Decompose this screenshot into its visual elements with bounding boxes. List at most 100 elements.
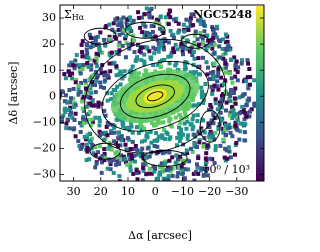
map-pixel — [90, 99, 95, 104]
map-pixel — [186, 167, 191, 172]
y-tick-label: −10 — [33, 115, 56, 128]
map-pixel — [201, 100, 206, 105]
map-pixel — [127, 15, 132, 20]
map-pixel — [211, 36, 215, 41]
map-pixel — [73, 134, 78, 139]
map-pixel — [117, 134, 122, 139]
map-pixel — [125, 162, 130, 167]
map-pixel — [135, 152, 140, 157]
map-pixel — [119, 157, 123, 162]
map-pixel — [166, 22, 171, 27]
map-pixel — [197, 140, 202, 145]
map-pixel — [222, 82, 226, 87]
map-pixel — [226, 145, 231, 150]
map-pixel — [204, 47, 209, 52]
map-pixel — [98, 49, 102, 54]
map-pixel — [149, 24, 154, 29]
map-pixel — [162, 57, 167, 62]
map-pixel — [160, 135, 165, 140]
map-pixel — [91, 44, 96, 48]
map-pixel — [195, 145, 199, 149]
map-pixel — [159, 161, 164, 166]
map-pixel — [174, 61, 179, 66]
map-pixel — [132, 153, 137, 158]
map-pixel — [212, 74, 217, 79]
quantity-label: ΣHα — [64, 8, 85, 22]
map-pixel — [134, 168, 139, 173]
map-pixel — [227, 71, 232, 76]
map-pixel — [197, 138, 202, 143]
map-pixel — [118, 82, 123, 87]
map-pixel — [88, 109, 93, 114]
map-pixel — [236, 65, 241, 70]
map-pixel — [148, 129, 153, 134]
map-pixel — [94, 69, 99, 74]
map-pixel — [62, 72, 67, 77]
map-pixel — [179, 135, 184, 140]
map-pixel — [128, 159, 133, 164]
map-pixel — [143, 154, 148, 159]
map-pixel — [99, 71, 104, 76]
map-pixel — [80, 54, 85, 59]
map-pixel — [151, 63, 156, 68]
map-pixel — [184, 17, 189, 22]
map-pixel — [227, 113, 232, 118]
map-pixel — [140, 178, 145, 181]
map-pixel — [83, 118, 88, 122]
map-pixel — [74, 63, 79, 68]
map-pixel — [175, 135, 180, 140]
map-pixel — [181, 22, 186, 27]
map-pixel — [205, 146, 210, 151]
map-pixel — [110, 27, 115, 32]
map-pixel — [107, 141, 112, 146]
map-pixel — [175, 174, 180, 179]
map-pixel — [129, 29, 134, 33]
map-pixel — [232, 55, 237, 60]
map-pixel — [223, 61, 228, 66]
map-pixel — [159, 28, 164, 33]
map-pixel — [125, 17, 130, 22]
map-pixel — [107, 122, 112, 127]
map-pixel — [73, 58, 78, 63]
map-pixel — [103, 70, 108, 75]
map-pixel — [217, 103, 222, 108]
map-pixel — [108, 159, 113, 164]
map-pixel — [98, 30, 103, 35]
map-pixel — [227, 149, 232, 154]
map-pixel — [81, 121, 86, 126]
map-pixel — [177, 28, 182, 33]
map-pixel — [200, 36, 205, 41]
x-tick-label: 20 — [94, 185, 108, 198]
map-pixel — [121, 154, 126, 159]
map-pixel — [172, 17, 177, 22]
map-pixel — [211, 135, 215, 140]
map-pixel — [156, 118, 161, 123]
map-pixel — [70, 60, 75, 65]
map-pixel — [86, 112, 91, 117]
map-pixel — [145, 135, 150, 140]
map-pixel — [140, 139, 144, 144]
map-pixel — [240, 58, 244, 63]
map-pixel — [192, 141, 197, 146]
map-pixel — [142, 30, 147, 35]
contour — [142, 149, 188, 167]
map-pixel — [229, 88, 233, 92]
map-pixel — [83, 86, 88, 91]
map-pixel — [123, 55, 128, 60]
map-pixel — [155, 137, 160, 142]
map-pixel — [157, 26, 162, 31]
map-pixel — [200, 95, 204, 100]
map-pixel — [97, 129, 102, 134]
y-tick-label: −30 — [33, 167, 56, 180]
map-pixel — [71, 63, 76, 68]
map-pixel — [97, 115, 102, 120]
map-pixel — [192, 56, 197, 61]
map-pixel — [204, 60, 209, 65]
map-pixel — [234, 141, 239, 145]
map-pixel — [245, 58, 250, 63]
map-pixel — [103, 25, 108, 30]
map-pixel — [63, 93, 68, 98]
map-pixel — [136, 42, 141, 47]
map-pixel — [146, 171, 151, 176]
map-pixel — [67, 107, 71, 112]
